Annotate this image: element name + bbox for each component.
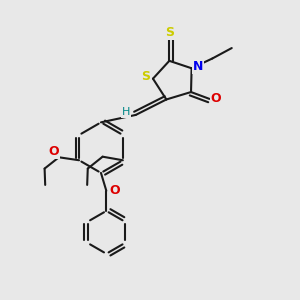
Text: H: H — [122, 107, 130, 117]
Text: S: S — [165, 26, 174, 39]
Text: O: O — [48, 146, 59, 158]
Text: N: N — [193, 60, 203, 73]
Text: O: O — [211, 92, 221, 105]
Text: S: S — [141, 70, 150, 83]
Text: O: O — [109, 184, 120, 196]
